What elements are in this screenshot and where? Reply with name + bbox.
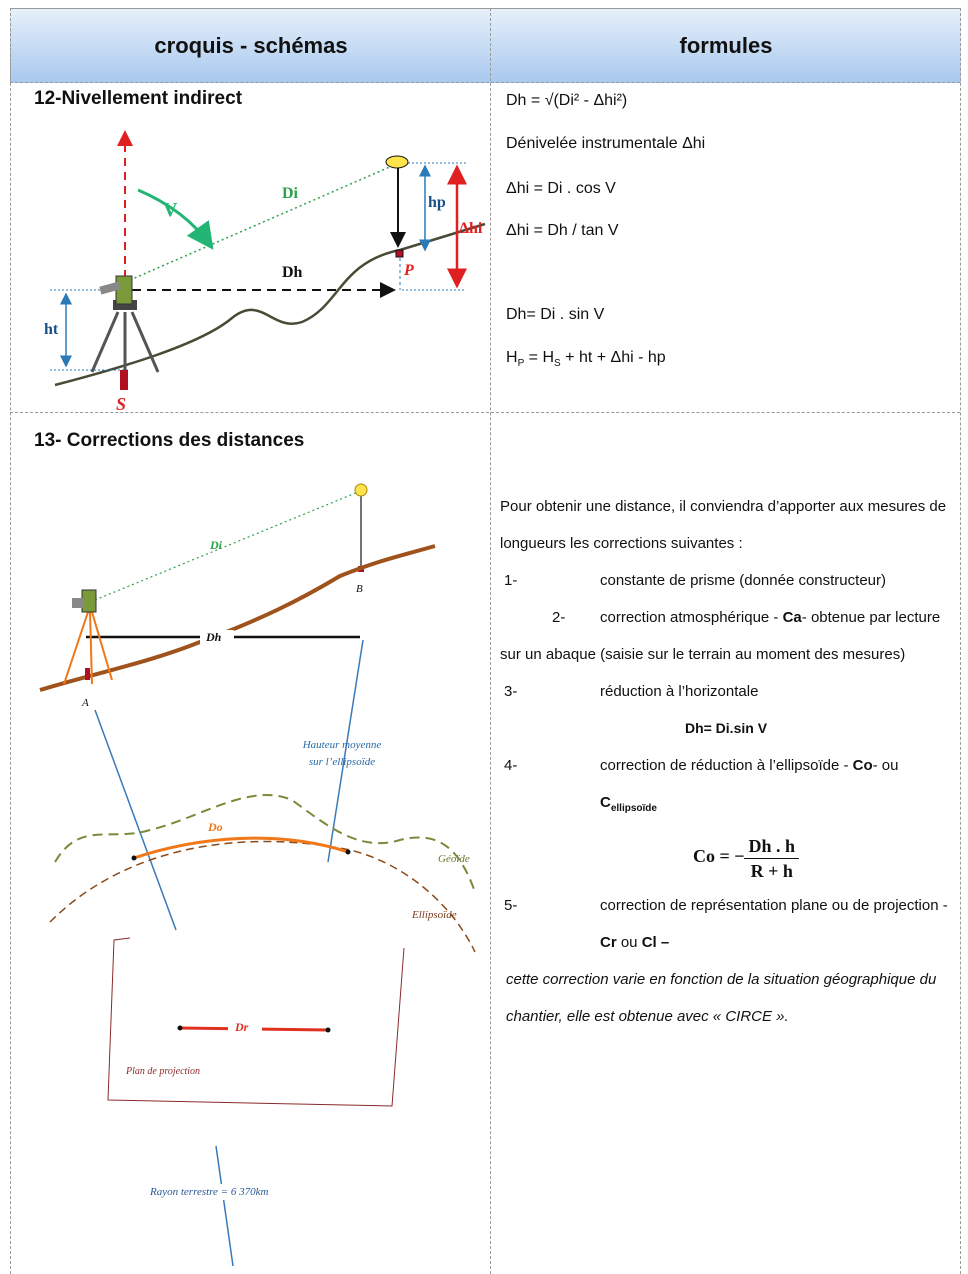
item-bold: Cl –: [641, 934, 670, 951]
item-bold: Cr: [600, 934, 617, 951]
formula-part: + ht + Δhi - hp: [560, 349, 666, 366]
formula: Δhi = Dh / tan V: [506, 222, 619, 239]
diagram-label: Do: [207, 820, 223, 834]
formula: Dh= Di . sin V: [506, 306, 605, 323]
formula-part: = H: [524, 349, 555, 366]
paragraph: Pour obtenir une distance, il conviendra…: [500, 498, 947, 552]
diagram-label: Dr: [234, 1020, 249, 1034]
diagram-label: Rayon terrestre = 6 370km: [149, 1186, 268, 1198]
diagram-label: Hauteur moyenne: [302, 739, 382, 751]
item-text: constante de prisme (donnée constructeur…: [600, 572, 886, 589]
diagram-label: ht: [44, 321, 59, 338]
diagram-label: B: [356, 583, 363, 595]
diagram-label: Di: [282, 185, 299, 202]
item-subscript: ellipsoïde: [610, 803, 657, 814]
table-border: [10, 412, 960, 413]
item-text: - obtenue par lecture sur un abaque (sai…: [500, 609, 941, 663]
list-item: 2- correction atmosphérique - Ca- obtenue…: [500, 599, 952, 673]
formula: Dh = √(Di² - Δhi²): [506, 92, 628, 109]
table-border: [490, 8, 491, 1274]
item-number: 4-: [504, 757, 518, 774]
corrections-text: Pour obtenir une distance, il conviendra…: [500, 488, 952, 1035]
item-bold: Co: [852, 757, 873, 774]
diagram-label: hp: [428, 194, 446, 211]
table-border: [960, 8, 961, 1274]
formula: HP = HS + ht + Δhi - hp: [506, 349, 666, 369]
diagram-label: Ellipsoïde: [411, 909, 457, 921]
formula-part: H: [506, 349, 518, 366]
diagram-label: Δhi: [459, 220, 483, 237]
item-text: - ou: [872, 757, 899, 774]
note: cette correction varie en fonction de la…: [506, 971, 937, 1025]
list-item: 3- réduction à l’horizontale: [500, 673, 952, 710]
formula-subscript: S: [554, 358, 561, 370]
diagram-label: V: [163, 199, 178, 221]
item-number: 5-: [504, 897, 518, 914]
diagram-label: Di: [209, 538, 223, 552]
item-number: 2-: [552, 609, 566, 626]
table-border: [10, 82, 960, 83]
table-border: [10, 8, 11, 1274]
table-header: croquis - schémas formules: [10, 8, 961, 83]
item-number: 1-: [504, 572, 518, 589]
formula-subscript: P: [517, 358, 525, 370]
numerator: Dh . h: [744, 834, 800, 859]
item-bold: Ca: [782, 609, 802, 626]
item-number: 3-: [504, 683, 518, 700]
diagram-label: S: [116, 394, 126, 412]
diagram-label: P: [403, 262, 414, 279]
section-title: 12-Nivellement indirect: [34, 88, 243, 109]
diagram-label: Dh: [205, 630, 222, 644]
correction-diagram: Di B Dh A Hauteur moyenne sur l’ellipsoï…: [39, 483, 476, 1267]
formula: Δhi = Di . cos V: [506, 180, 616, 197]
list-item: 1- constante de prisme (donnée constructe…: [500, 562, 952, 599]
diagram-label: Géoïde: [438, 853, 470, 865]
section-title: 13- Corrections des distances: [34, 430, 305, 451]
column-header: croquis - schémas: [154, 33, 348, 58]
column-header: formules: [679, 33, 773, 58]
formula-lhs: Co = −: [692, 846, 745, 866]
item-text: correction de représentation plane ou de…: [600, 897, 948, 914]
leveling-diagram: V Di Dh hp Δhi P ht S: [44, 130, 486, 412]
list-item: 4- correction de réduction à l’ellipsoïde…: [500, 747, 952, 827]
diagram-label: Dh: [282, 264, 303, 281]
item-text: correction atmosphérique -: [600, 609, 783, 626]
denominator: R + h: [750, 860, 793, 881]
diagram-label: sur l’ellipsoïde: [309, 756, 375, 768]
formula: Dénivelée instrumentale Δhi: [506, 135, 706, 152]
diagram-label: A: [81, 697, 89, 709]
formula: Dh= Di.sin V: [684, 720, 768, 736]
list-item: 5- correction de représentation plane ou …: [500, 887, 952, 961]
item-text: ou: [616, 934, 642, 951]
diagram-label: Plan de projection: [125, 1066, 200, 1077]
item-bold: C: [600, 794, 611, 811]
item-text: correction de réduction à l’ellipsoïde -: [600, 757, 853, 774]
item-text: réduction à l’horizontale: [600, 683, 759, 700]
